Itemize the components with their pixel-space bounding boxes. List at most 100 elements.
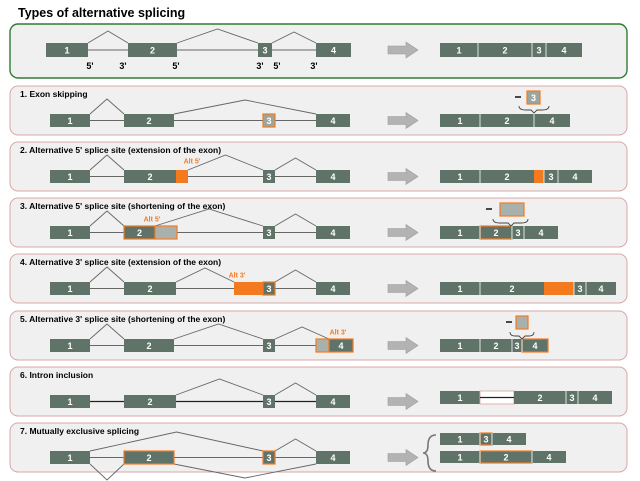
panel-2-arrow <box>387 167 419 186</box>
page-title: Types of alternative splicing <box>18 6 185 20</box>
panel-2-exon-3 <box>263 170 275 183</box>
panel-3-exon-3 <box>263 226 275 239</box>
panel-5-mrna-seg-3-label: 4 <box>532 341 537 351</box>
panel-4-exon-3 <box>262 281 276 296</box>
panel-6-mrna-seg-2 <box>514 391 566 404</box>
overview-exon-2 <box>128 43 177 57</box>
panel-4-exon-3-label: 3 <box>266 284 271 294</box>
panel-1-exon-1 <box>50 114 90 127</box>
panel-3-exon-1 <box>50 226 90 239</box>
overview-junction-2 <box>176 28 259 44</box>
panel-3-exon-1-label: 1 <box>67 228 72 238</box>
panel-3-junction-2 <box>154 208 264 227</box>
panel-7-exon-2 <box>123 450 175 465</box>
panel-4-junction-3 <box>274 269 317 283</box>
panel-2-mrna-seg-0 <box>440 170 480 183</box>
panel-6-mrna-seg-4-label: 4 <box>592 393 597 403</box>
panel-3-alt-region <box>154 225 178 240</box>
panel-5-junction-3 <box>274 326 330 340</box>
panel-2-exon-4 <box>316 170 350 183</box>
panel-7-junction-down-1 <box>89 463 125 481</box>
panel-4-arrow <box>387 279 419 298</box>
panel-6-exon-3 <box>263 395 275 408</box>
panel-5-exon-2-label: 2 <box>146 341 151 351</box>
panel-7-mrna-a-seg-2 <box>492 433 526 445</box>
panel-1-exon-3-label: 3 <box>266 116 271 126</box>
overview-mrna-seg-1 <box>478 43 532 57</box>
panel-6-mrna-seg-3 <box>566 391 578 404</box>
panel-7-exon-3 <box>262 450 276 465</box>
panel-1-exon-2-label: 2 <box>146 116 151 126</box>
panel-4-exon-1-label: 1 <box>67 284 72 294</box>
panel-2-exon-2-label: 2 <box>147 172 152 182</box>
overview-site-label-2: 5' <box>172 61 179 71</box>
panel-5-title: 5. Alternative 3' splice site (shortenin… <box>20 314 225 324</box>
panel-7-mrna-a-seg-0 <box>440 433 480 445</box>
overview-site-label-5: 3' <box>310 61 317 71</box>
overview-exon-4 <box>316 43 351 57</box>
panel-4-exon-4 <box>316 282 350 295</box>
panel-1-arrow <box>387 111 419 130</box>
overview-junction-3 <box>271 31 317 44</box>
panel-3-brace <box>492 218 529 227</box>
panel-1-mrna-seg-0 <box>440 114 480 127</box>
panel-1-exon-1-label: 1 <box>67 116 72 126</box>
panel-3-exon-4 <box>316 226 350 239</box>
panel-1-title: 1. Exon skipping <box>20 89 88 99</box>
panel-4-mrna-seg-0 <box>440 282 480 295</box>
panel-3-mrna-seg-0 <box>440 226 480 239</box>
overview-mrna-seg-3 <box>546 43 582 57</box>
panel-5-exon-4-label: 4 <box>338 341 343 351</box>
panel-7-title: 7. Mutually exclusive splicing <box>20 426 139 436</box>
panel-5-mrna-seg-1 <box>480 339 512 352</box>
panel-2-mrna-seg-3-label: 3 <box>548 172 553 182</box>
panel-3-exon-3-label: 3 <box>266 228 271 238</box>
panel-2-mrna-seg-0-label: 1 <box>457 172 462 182</box>
panel-4-title: 4. Alternative 3' splice site (extension… <box>20 257 221 267</box>
panel-5-exon-3 <box>263 339 275 352</box>
overview-exon-4-label: 4 <box>331 46 336 56</box>
panel-7-mrna-a-seg-2-label: 4 <box>506 435 511 445</box>
panel-4-mrna-seg-1 <box>480 282 544 295</box>
panel-6-exon-1-label: 1 <box>67 397 72 407</box>
panel-6-exon-4-label: 4 <box>330 397 335 407</box>
panel-6-exon-4 <box>316 395 350 408</box>
overview-exon-3-label: 3 <box>262 46 267 56</box>
overview-exon-3 <box>258 43 272 57</box>
panel-2-exon-2 <box>124 170 176 183</box>
panel-2-mrna-seg-2 <box>534 170 544 183</box>
panel-5-arrow <box>387 336 419 355</box>
panel-5-alt-region <box>315 338 330 353</box>
panel-5-mrna-seg-0-label: 1 <box>457 341 462 351</box>
panel-5-mrna-seg-0 <box>440 339 480 352</box>
panel-3-mrna-seg-3 <box>524 226 558 239</box>
panel-2-mrna-seg-1-label: 2 <box>504 172 509 182</box>
panel-6-mrna-seg-0 <box>440 391 480 404</box>
panel-7-mrna-b-seg-2-label: 4 <box>546 453 551 463</box>
overview-site-label-4: 5' <box>273 61 280 71</box>
panel-4-alt-region <box>234 282 263 295</box>
panel-7-mrna-a-seg-1-label: 3 <box>483 435 488 445</box>
panel-2-junction-1 <box>89 154 125 171</box>
panel-3-exon-2-label: 2 <box>137 228 142 238</box>
panel-2-mrna-seg-3 <box>544 170 558 183</box>
panel-7-mrna-b-seg-0 <box>440 451 480 463</box>
panel-1-exon-4-label: 4 <box>330 116 335 126</box>
overview-exon-1-label: 1 <box>64 46 69 56</box>
panel-1-removed-exon <box>526 90 541 105</box>
overview-site-label-1: 3' <box>119 61 126 71</box>
panel-7-junction-2 <box>274 438 317 452</box>
panel-6-exon-1 <box>50 395 90 408</box>
panel-4-mrna-seg-4-label: 4 <box>598 284 603 294</box>
overview-mrna-seg-2 <box>532 43 546 57</box>
panel-5-exon-4 <box>328 338 354 353</box>
panel-7-arrow <box>387 448 419 467</box>
panel-5-brace <box>509 331 535 340</box>
panel-7-mrna-b-seg-1-label: 2 <box>503 453 508 463</box>
panel-2-junction-3 <box>274 157 317 171</box>
panel-4-mrna-seg-3-label: 3 <box>577 284 582 294</box>
panel-4-alt-label: Alt 3' <box>229 273 246 280</box>
panel-3-alt-label: Alt 5' <box>144 217 161 224</box>
panel-4-junction-2 <box>175 267 235 283</box>
